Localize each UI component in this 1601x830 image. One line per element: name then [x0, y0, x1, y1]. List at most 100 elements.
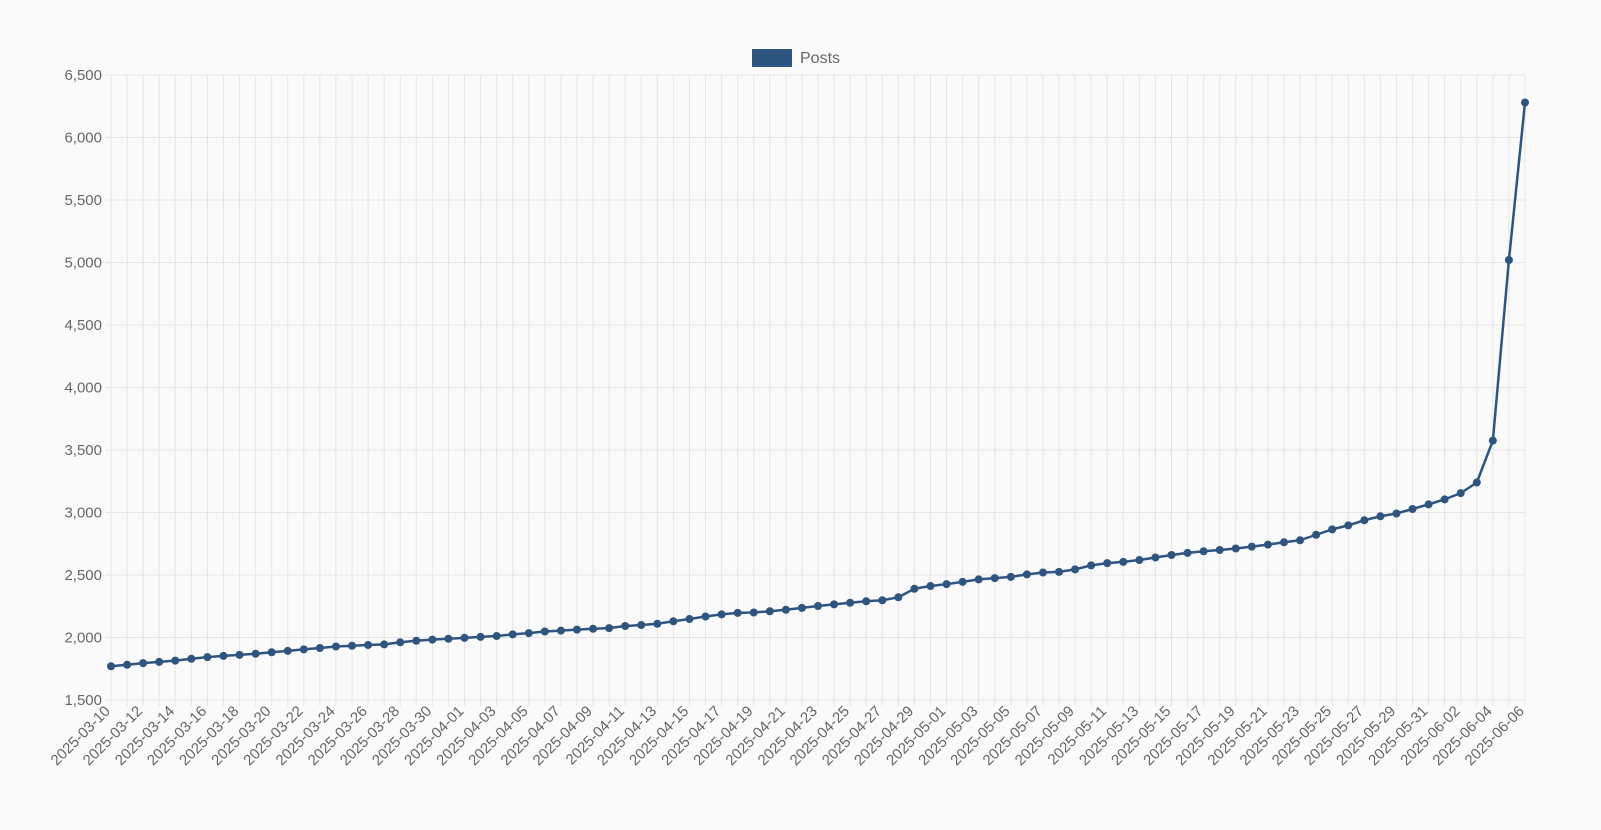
data-point[interactable] [508, 630, 517, 639]
data-point[interactable] [1504, 256, 1513, 264]
data-point[interactable] [1263, 540, 1272, 549]
legend-label[interactable]: Posts [800, 50, 840, 67]
data-point[interactable] [1247, 542, 1256, 551]
data-point[interactable] [556, 626, 565, 635]
y-tick-label: 4,500 [64, 317, 102, 334]
x-axis: 2025-03-102025-03-122025-03-142025-03-16… [48, 700, 1528, 769]
data-point[interactable] [1360, 516, 1369, 525]
data-point[interactable] [460, 633, 469, 642]
data-point[interactable] [107, 662, 115, 671]
data-point[interactable] [685, 615, 694, 623]
data-point[interactable] [942, 580, 951, 589]
data-point[interactable] [540, 627, 549, 636]
data-point[interactable] [1408, 505, 1417, 513]
data-point[interactable] [621, 622, 630, 630]
data-point[interactable] [476, 632, 485, 641]
data-point[interactable] [669, 617, 678, 626]
data-point[interactable] [637, 621, 646, 629]
data-point[interactable] [1199, 547, 1208, 556]
data-point[interactable] [1312, 530, 1321, 539]
data-point[interactable] [203, 653, 212, 662]
data-point[interactable] [797, 603, 806, 612]
data-point[interactable] [1231, 544, 1240, 553]
data-point[interactable] [589, 624, 598, 633]
data-point[interactable] [187, 654, 196, 663]
data-point[interactable] [1376, 512, 1385, 521]
data-point[interactable] [1151, 553, 1160, 562]
data-point[interactable] [123, 660, 132, 669]
data-point[interactable] [862, 597, 871, 606]
data-point[interactable] [380, 640, 389, 649]
data-point[interactable] [1488, 436, 1497, 445]
data-point[interactable] [1424, 500, 1433, 509]
data-point[interactable] [267, 648, 276, 657]
data-point[interactable] [846, 598, 855, 607]
data-point[interactable] [733, 608, 742, 617]
data-point[interactable] [1103, 559, 1112, 568]
data-point[interactable] [1296, 536, 1305, 545]
data-point[interactable] [1456, 489, 1465, 498]
legend-swatch[interactable] [752, 49, 792, 67]
data-point[interactable] [765, 607, 774, 616]
y-tick-label: 2,500 [64, 567, 102, 584]
data-point[interactable] [990, 574, 999, 583]
data-point[interactable] [894, 593, 903, 602]
data-point[interactable] [814, 602, 822, 610]
data-point[interactable] [1038, 568, 1047, 577]
data-point[interactable] [524, 629, 533, 638]
data-point[interactable] [1392, 509, 1401, 518]
data-point[interactable] [1279, 538, 1288, 547]
data-point[interactable] [1087, 561, 1096, 570]
data-point[interactable] [717, 610, 726, 619]
data-point[interactable] [781, 605, 790, 614]
data-point[interactable] [283, 646, 292, 655]
data-point[interactable] [1119, 557, 1128, 566]
data-point[interactable] [910, 584, 919, 593]
data-point[interactable] [1135, 556, 1144, 564]
data-point[interactable] [412, 636, 421, 645]
data-point[interactable] [605, 624, 614, 633]
grid [110, 74, 1526, 701]
data-point[interactable] [926, 582, 935, 590]
data-point[interactable] [1183, 548, 1192, 557]
data-point[interactable] [974, 575, 983, 584]
data-point[interactable] [1006, 572, 1015, 581]
data-point[interactable] [331, 642, 340, 651]
data-point[interactable] [1472, 478, 1481, 487]
legend[interactable]: Posts [752, 49, 840, 67]
data-point[interactable] [299, 645, 308, 654]
data-point[interactable] [958, 577, 967, 586]
data-point[interactable] [1071, 565, 1080, 574]
data-point[interactable] [315, 644, 324, 652]
data-point[interactable] [1167, 551, 1176, 559]
data-point[interactable] [1215, 546, 1224, 554]
data-point[interactable] [1521, 98, 1529, 107]
data-point[interactable] [878, 596, 887, 605]
series-group [107, 98, 1529, 671]
data-point[interactable] [492, 632, 501, 640]
y-tick-label: 1,500 [64, 692, 102, 709]
data-point[interactable] [251, 649, 260, 658]
data-point[interactable] [830, 600, 839, 609]
data-point[interactable] [235, 650, 244, 659]
data-point[interactable] [653, 619, 662, 628]
data-point[interactable] [219, 651, 228, 660]
data-point[interactable] [348, 641, 357, 650]
y-tick-label: 5,500 [64, 192, 102, 209]
data-point[interactable] [1344, 521, 1353, 530]
data-point[interactable] [1022, 570, 1031, 579]
data-point[interactable] [444, 634, 453, 643]
data-point[interactable] [749, 608, 758, 617]
data-point[interactable] [364, 641, 373, 649]
data-point[interactable] [155, 657, 164, 666]
data-point[interactable] [701, 612, 710, 621]
data-point[interactable] [428, 635, 437, 644]
data-point[interactable] [1328, 525, 1337, 534]
data-point[interactable] [139, 659, 148, 668]
data-point[interactable] [1440, 495, 1449, 504]
data-point[interactable] [572, 625, 581, 634]
data-point[interactable] [171, 656, 180, 665]
data-point[interactable] [396, 638, 405, 647]
data-point[interactable] [1055, 567, 1064, 576]
